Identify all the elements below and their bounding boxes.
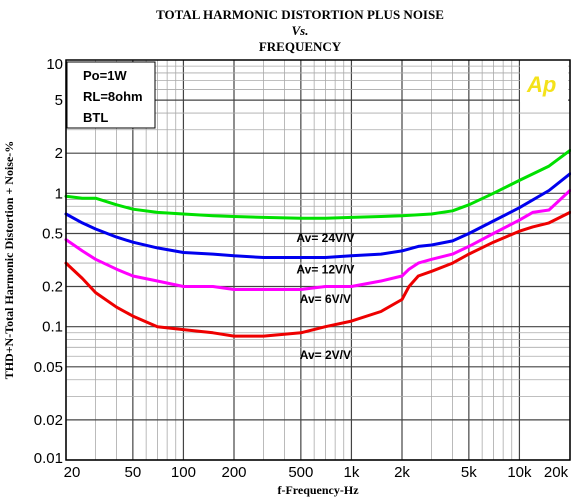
x-tick-label-50: 50 xyxy=(125,464,142,481)
y-axis-ticks: 10 5 2 1 0.5 0.2 0.1 0.05 0.02 0.01 xyxy=(34,56,63,467)
x-tick-label-500: 500 xyxy=(288,464,313,481)
series-label-1: Av= 12V/V xyxy=(296,263,354,277)
y-tick-label-2: 2 xyxy=(55,145,63,162)
y-tick-label-0.02: 0.02 xyxy=(34,412,63,429)
y-tick-label-0.01: 0.01 xyxy=(34,450,63,467)
ap-logo: Ap xyxy=(520,62,568,102)
x-tick-label-2k: 2k xyxy=(394,464,410,481)
series-line-0 xyxy=(64,148,571,220)
condition-rl: RL=8ohm xyxy=(83,89,143,104)
condition-po: Po=1W xyxy=(83,68,127,83)
x-tick-label-1k: 1k xyxy=(344,464,360,481)
series-label-0: Av= 24V/V xyxy=(296,231,354,245)
x-tick-label-10k: 10k xyxy=(507,464,532,481)
x-axis-ticks: 20 50 100 200 500 1k 2k 5k 10k 20k xyxy=(64,464,569,481)
conditions-box: Po=1W RL=8ohm BTL xyxy=(66,61,156,129)
y-tick-label-10: 10 xyxy=(46,56,63,73)
y-tick-label-0.2: 0.2 xyxy=(42,279,63,296)
series-line-1 xyxy=(64,172,571,259)
y-tick-label-0.1: 0.1 xyxy=(42,319,63,336)
ap-logo-box xyxy=(520,62,568,102)
chart-title-line-3: FREQUENCY xyxy=(259,39,342,54)
y-tick-label-1: 1 xyxy=(55,185,63,202)
x-tick-label-5k: 5k xyxy=(461,464,477,481)
y-tick-label-0.05: 0.05 xyxy=(34,359,63,376)
ap-logo-text: Ap xyxy=(526,72,556,97)
y-tick-label-0.5: 0.5 xyxy=(42,225,63,242)
plot-frame xyxy=(65,59,571,461)
x-tick-label-100: 100 xyxy=(171,464,196,481)
series-line-3 xyxy=(64,210,571,338)
series-labels: Av= 24V/V Av= 12V/V Av= 6V/V Av= 2V/V xyxy=(296,231,354,362)
condition-btl: BTL xyxy=(83,110,108,125)
chart-title-line-1: TOTAL HARMONIC DISTORTION PLUS NOISE xyxy=(156,7,444,22)
conditions-box-frame xyxy=(66,61,156,129)
x-tick-label-20k: 20k xyxy=(544,464,569,481)
x-axis-label: f-Frequency-Hz xyxy=(277,483,359,497)
y-tick-label-5: 5 xyxy=(55,92,63,109)
series-group xyxy=(64,148,571,338)
series-label-2: Av= 6V/V xyxy=(300,292,351,306)
x-tick-label-20: 20 xyxy=(64,464,81,481)
series-line-2 xyxy=(64,189,571,291)
series-label-3: Av= 2V/V xyxy=(300,348,351,362)
y-axis-label: THD+N-Total Harmonic Distortion + Noise-… xyxy=(2,141,16,380)
x-tick-label-200: 200 xyxy=(221,464,246,481)
chart-title-line-2: Vs. xyxy=(292,23,309,38)
